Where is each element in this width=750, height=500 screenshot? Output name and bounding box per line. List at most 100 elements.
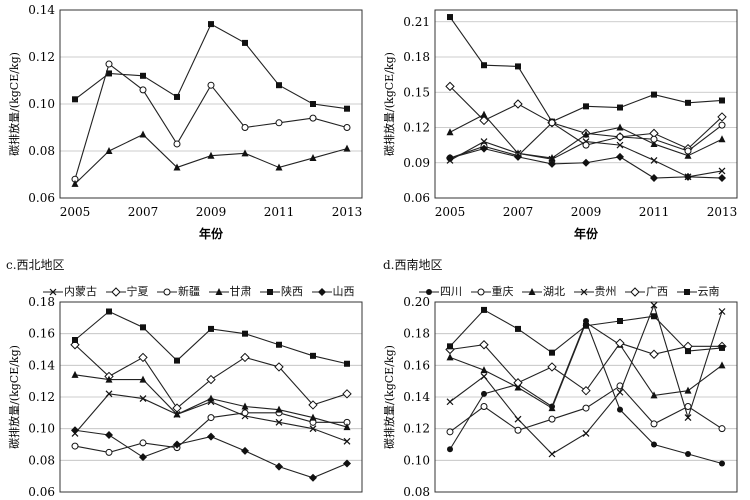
y-tick-label: 0.06 [28, 485, 55, 499]
series-marker [173, 163, 181, 171]
marker-stroke [616, 141, 624, 149]
series-marker [685, 99, 691, 106]
marker-stroke [580, 288, 587, 296]
legend-swatch [419, 289, 439, 295]
series-marker [548, 404, 556, 412]
legend-item: 重庆 [470, 283, 514, 299]
series-marker [343, 124, 351, 131]
panel-c-title: c.西北地区 [6, 258, 65, 272]
series-marker [514, 415, 522, 423]
series-marker [446, 428, 454, 436]
legend-label: 重庆 [491, 285, 514, 298]
legend-item: 陕西 [259, 283, 303, 299]
y-tick-label: 0.16 [28, 327, 55, 341]
series-marker [580, 288, 587, 296]
legend-label: 内蒙古 [64, 285, 97, 298]
series-marker [215, 288, 222, 295]
series-marker [71, 370, 79, 378]
legend-label: 云南 [697, 285, 720, 298]
series-marker [548, 155, 556, 163]
legend-label: 宁夏 [126, 285, 149, 298]
series-marker [343, 423, 351, 431]
series [447, 306, 725, 356]
y-tick-label: 0.06 [28, 191, 55, 205]
series-marker [684, 151, 692, 159]
series-marker [480, 366, 488, 374]
series-marker [480, 110, 488, 118]
series-marker [139, 86, 147, 94]
series-marker [207, 81, 215, 89]
series [71, 409, 351, 456]
series-marker [276, 82, 282, 89]
series-marker [684, 386, 692, 394]
legend-item: 云南 [676, 283, 720, 299]
plot-frame [59, 301, 363, 493]
series-marker [174, 93, 180, 100]
series [446, 301, 726, 458]
series-marker [650, 174, 658, 183]
marker-stroke [446, 398, 454, 406]
panel-d-title: d.西南地区 [383, 258, 443, 272]
legend-item: 新疆 [156, 283, 200, 299]
series-marker [275, 462, 283, 471]
y-tick-label: 0.14 [28, 3, 55, 17]
y-tick-label: 0.10 [28, 422, 55, 436]
legend-item: 广西 [624, 283, 668, 299]
series-marker [548, 159, 556, 168]
series-marker [650, 420, 658, 428]
series-marker [718, 174, 726, 183]
series-marker [173, 440, 181, 449]
legend-swatch [43, 288, 63, 296]
series-marker [71, 426, 79, 435]
series-marker [342, 389, 352, 399]
y-tick-label: 0.21 [403, 15, 430, 29]
series-marker [480, 144, 488, 153]
y-tick-label: 0.15 [403, 85, 430, 99]
y-tick-label: 0.16 [403, 358, 430, 372]
series-marker [241, 149, 249, 157]
series-marker [240, 352, 250, 363]
series-marker [309, 154, 317, 162]
y-tick-label: 0.10 [403, 453, 430, 467]
series-marker [106, 70, 112, 77]
series-marker [71, 179, 79, 187]
series-marker [309, 114, 317, 122]
series-marker [650, 301, 658, 309]
series-marker [173, 140, 181, 148]
series-marker [514, 152, 522, 161]
series-marker [514, 426, 522, 434]
series-marker [242, 39, 248, 46]
series-marker [309, 425, 317, 433]
series-marker [274, 362, 284, 372]
legend-item: 内蒙古 [42, 283, 97, 299]
y-tick-label: 0.08 [403, 485, 430, 499]
series-marker [139, 439, 147, 447]
series-marker [139, 130, 147, 138]
legend-swatch [625, 287, 645, 297]
series-marker [445, 81, 455, 92]
series-marker [163, 288, 171, 296]
series [72, 308, 350, 367]
series-marker [174, 357, 180, 364]
legend-swatch [676, 289, 697, 295]
legend-swatch [522, 288, 542, 295]
series-marker [650, 391, 658, 399]
series [71, 130, 351, 187]
series-marker [343, 459, 351, 468]
series-marker [72, 337, 78, 343]
plot-frame [434, 301, 738, 493]
legend-item: 贵州 [573, 283, 617, 299]
series-marker [447, 14, 453, 21]
marker-stroke [343, 437, 351, 445]
y-tick-label: 0.12 [28, 390, 55, 404]
series-marker [173, 410, 181, 418]
marker-stroke [718, 308, 726, 315]
series-marker [140, 72, 146, 79]
series-marker [582, 158, 590, 167]
marker-stroke [718, 167, 726, 175]
series-marker [310, 352, 316, 359]
series-marker [651, 441, 657, 448]
series-line [449, 342, 722, 392]
series-marker [275, 163, 283, 171]
